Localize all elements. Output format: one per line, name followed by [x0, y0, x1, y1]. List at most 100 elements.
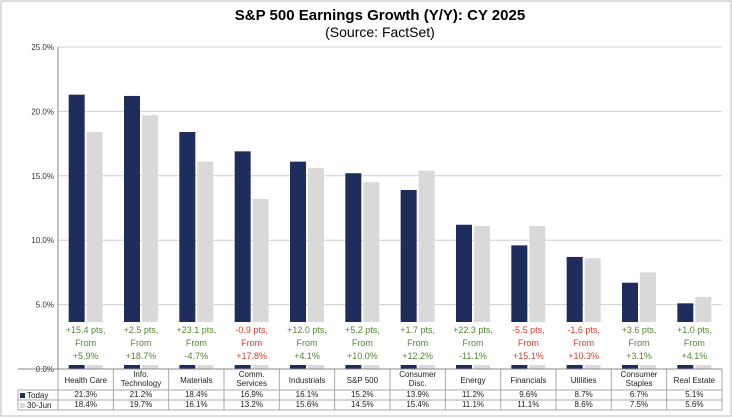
bar-annotation: +18.7% — [126, 351, 157, 361]
annotation-bg — [446, 322, 500, 365]
bar-annotation: From — [241, 338, 262, 348]
table-cell: 13.2% — [240, 400, 263, 409]
bar-annotation: +22.3 pts, — [453, 325, 493, 335]
bar-annotation: -4.7% — [185, 351, 209, 361]
bar-annotation: From — [684, 338, 705, 348]
category-label: Materials — [180, 376, 212, 385]
bar-today — [68, 94, 85, 369]
table-cell: 18.4% — [74, 400, 97, 409]
bar-annotation: From — [518, 338, 539, 348]
bar-annotation: From — [75, 338, 96, 348]
legend-swatch — [20, 403, 25, 408]
table-cell: 14.5% — [351, 400, 374, 409]
annotation-bg — [169, 322, 224, 365]
bar-annotation: +5.2 pts, — [345, 325, 380, 335]
bar-annotation: From — [407, 338, 428, 348]
bar-annotation: +17.8% — [236, 351, 267, 361]
bar-annotation: +10.3% — [568, 351, 599, 361]
category-label: Disc. — [409, 379, 427, 388]
bar-annotation: +2.5 pts, — [124, 325, 159, 335]
annotation-bg — [335, 322, 390, 365]
bar-today — [345, 173, 362, 369]
table-cell: 16.9% — [240, 390, 263, 399]
table-cell: 9.6% — [519, 390, 537, 399]
bar-annotation: -5.5 pts, — [512, 325, 545, 335]
annotation-bg — [58, 322, 113, 365]
bar-annotation: +1.7 pts, — [400, 325, 435, 335]
table-cell: 16.1% — [185, 400, 208, 409]
bar-annotation: -0.9 pts, — [235, 325, 268, 335]
table-cell: 7.5% — [630, 400, 648, 409]
bar-30-jun — [197, 161, 214, 369]
table-cell: 15.4% — [406, 400, 429, 409]
bar-annotation: -11.1% — [459, 351, 487, 361]
bar-annotation: +12.2% — [402, 351, 433, 361]
bar-annotation: +12.0 pts, — [287, 325, 327, 335]
category-label: Info. — [133, 370, 149, 379]
table-cell: 11.2% — [462, 390, 484, 399]
table-cell: 21.3% — [74, 390, 97, 399]
category-label: Real Estate — [674, 376, 716, 385]
table-cell: 11.1% — [517, 400, 539, 409]
category-label: Consumer — [399, 370, 436, 379]
table-cell: 19.7% — [130, 400, 153, 409]
bar-today — [124, 95, 140, 369]
y-tick-label: 5.0% — [36, 301, 54, 310]
category-label: Health Care — [64, 376, 107, 385]
bar-annotation: From — [186, 338, 207, 348]
bar-annotation: From — [463, 338, 484, 348]
category-label: Industrials — [289, 376, 325, 385]
category-label: Consumer — [621, 370, 658, 379]
annotation-bg — [556, 322, 611, 365]
bar-annotation: +4.1% — [681, 351, 707, 361]
legend-label: 30-Jun — [27, 401, 51, 410]
bar-30-jun — [86, 132, 103, 369]
annotation-bg — [390, 322, 445, 365]
table-cell: 5.1% — [685, 390, 703, 399]
category-label: Comm. — [239, 370, 265, 379]
bar-annotation: From — [629, 338, 650, 348]
table-cell: 8.7% — [575, 390, 593, 399]
chart-title: S&P 500 Earnings Growth (Y/Y): CY 2025 — [235, 7, 525, 24]
bar-annotation: From — [297, 338, 318, 348]
y-tick-label: 20.0% — [31, 107, 54, 116]
table-cell: 18.4% — [185, 390, 208, 399]
table-cell: 6.7% — [630, 390, 648, 399]
table-cell: 5.6% — [685, 400, 703, 409]
category-label: Utilities — [571, 376, 597, 385]
annotation-bg — [114, 322, 168, 365]
bar-today — [290, 161, 306, 369]
bar-annotation: +15.4 pts, — [66, 325, 106, 335]
bar-annotation: +5.9% — [73, 351, 99, 361]
annotation-bg — [280, 322, 334, 365]
annotation-bg — [612, 322, 666, 365]
table-cell: 11.1% — [462, 400, 484, 409]
category-label: Staples — [626, 379, 653, 388]
table-cell: 21.2% — [130, 390, 153, 399]
bar-30-jun — [418, 170, 435, 369]
bar-annotation: +10.0% — [347, 351, 378, 361]
bar-annotation: From — [573, 338, 594, 348]
category-label: Services — [236, 379, 267, 388]
category-label: Energy — [460, 376, 485, 385]
legend-label: Today — [27, 391, 48, 400]
bar-annotation: +15.1% — [513, 351, 544, 361]
bar-annotation: From — [352, 338, 373, 348]
bar-annotation: +23.1 pts, — [176, 325, 216, 335]
annotation-bg — [501, 322, 556, 365]
y-tick-label: 15.0% — [31, 172, 54, 181]
legend-swatch — [20, 393, 25, 398]
y-tick-label: 25.0% — [31, 43, 54, 52]
table-cell: 15.6% — [296, 400, 319, 409]
bar-today — [234, 151, 251, 369]
category-label: S&P 500 — [347, 376, 379, 385]
bar-30-jun — [308, 168, 324, 369]
table-cell: 13.9% — [406, 390, 429, 399]
chart-subtitle: (Source: FactSet) — [325, 24, 435, 40]
bar-annotation: From — [131, 338, 152, 348]
table-cell: 15.2% — [351, 390, 374, 399]
y-tick-label: 10.0% — [31, 236, 54, 245]
